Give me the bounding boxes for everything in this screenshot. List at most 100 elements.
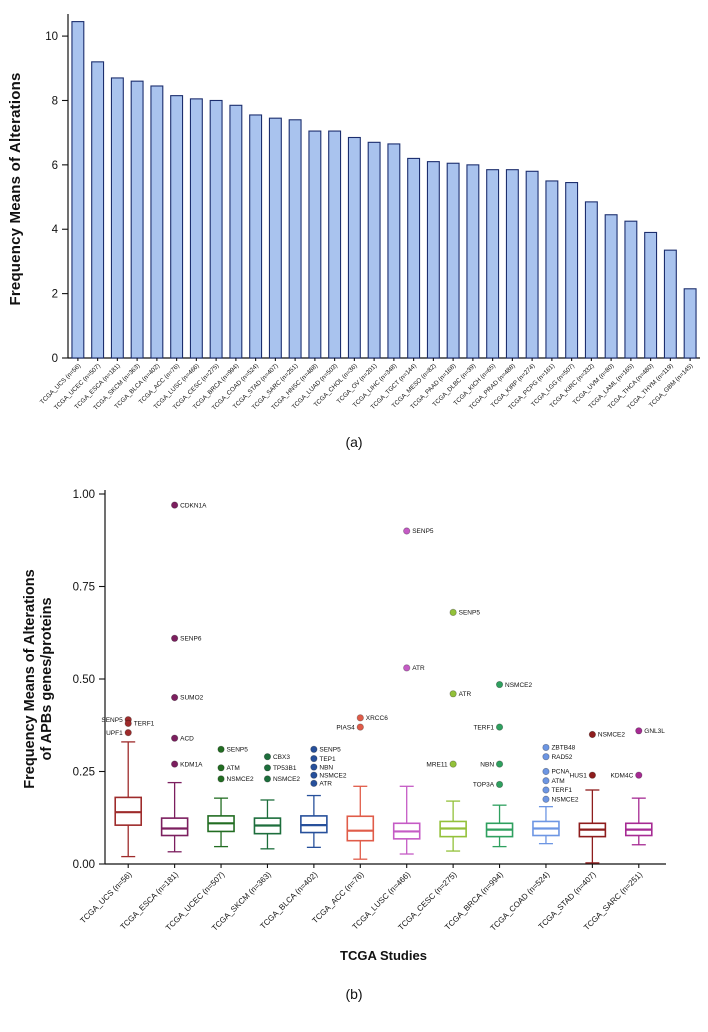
outlier-point xyxy=(171,501,179,509)
outlier-label: NSMCE2 xyxy=(505,682,532,689)
outlier-point xyxy=(542,743,550,752)
y-axis-title: Frequency Means of Alterations xyxy=(7,73,24,306)
outlier-label: ATR xyxy=(459,691,472,698)
x-axis-title: TCGA Studies xyxy=(340,948,427,963)
box xyxy=(160,817,189,837)
outlier-point xyxy=(356,714,364,722)
outlier-label: CBX3 xyxy=(273,754,290,761)
panel-b-caption: (b) xyxy=(345,986,363,1002)
outlier-label: MRE11 xyxy=(426,761,448,768)
outlier-label: SENP5 xyxy=(412,528,434,535)
outlier-point xyxy=(171,760,179,768)
outlier-label: TP53B1 xyxy=(273,765,297,772)
outlier-point xyxy=(495,680,504,689)
outlier-label: SENP5 xyxy=(319,747,341,754)
bar xyxy=(486,169,500,359)
outlier-point xyxy=(542,795,550,803)
box-group: SENP5 TERF1 UPF1 xyxy=(101,716,155,858)
bar xyxy=(189,98,203,359)
outlier-point xyxy=(217,764,225,772)
bar xyxy=(288,119,302,359)
outlier-label: NBN xyxy=(319,764,333,771)
outlier-label: NSMCE2 xyxy=(598,732,625,739)
outlier-point xyxy=(495,760,504,768)
outlier-label: PCNA xyxy=(551,769,570,776)
bar xyxy=(624,220,638,359)
outlier-point xyxy=(171,734,179,742)
outlier-point xyxy=(542,786,550,794)
bar xyxy=(150,85,164,359)
bar xyxy=(268,117,282,359)
box-group: NSMCE2 TERF1 NBN TOP3A xyxy=(473,680,533,848)
outlier-point xyxy=(403,527,411,535)
outlier-label: NSMCE2 xyxy=(273,776,300,783)
box-group: SENP5 ATM NSMCE2 xyxy=(207,745,254,848)
bar xyxy=(525,170,539,359)
box-group: XRCC6 PIAS4 xyxy=(336,714,388,860)
bar xyxy=(170,95,184,359)
outlier-point xyxy=(449,608,457,616)
bar xyxy=(584,201,598,359)
box-group: ZBTB48 RAD52 PCNA ATM TERF1 NSMCE2 xyxy=(532,743,579,845)
outlier-label: SENP6 xyxy=(180,636,202,643)
bar xyxy=(229,104,243,359)
outlier-label: HUS1 xyxy=(570,772,588,779)
outlier-label: SENP5 xyxy=(227,747,249,754)
box-group: SENP5 ATR xyxy=(392,527,434,855)
bar xyxy=(91,61,105,359)
outlier-label: UPF1 xyxy=(106,730,123,737)
bar xyxy=(249,114,263,359)
outlier-label: ZBTB48 xyxy=(551,745,575,752)
outlier-point xyxy=(217,745,225,753)
outlier-point xyxy=(310,771,318,779)
y-tick-label: 6 xyxy=(52,160,58,172)
outlier-point xyxy=(635,727,643,735)
outlier-label: KDM4C xyxy=(611,772,634,779)
y-tick-label: 8 xyxy=(52,95,58,107)
outlier-label: NBN xyxy=(480,761,494,768)
bar xyxy=(387,143,401,359)
outlier-point xyxy=(542,753,550,761)
outlier-point xyxy=(588,771,596,779)
outlier-label: CDKN1A xyxy=(180,502,207,509)
bar xyxy=(328,130,342,359)
panel-b: 0.00 0.25 0.50 0.75 1.00 SENP5 TERF1 UPF1 TCGA_U… xyxy=(0,472,708,1010)
outlier-label: TERF1 xyxy=(134,721,155,728)
bar xyxy=(130,80,144,359)
outlier-point xyxy=(310,763,318,771)
outlier-label: TERF1 xyxy=(551,787,572,794)
outlier-point xyxy=(263,764,272,772)
box-group: SENP5 ATR MRE11 xyxy=(426,608,481,852)
outlier-label: ATM xyxy=(227,765,240,772)
outlier-point xyxy=(263,753,272,761)
bar xyxy=(71,21,85,359)
outlier-label: NSMCE2 xyxy=(319,772,346,779)
outlier-label: SUMO2 xyxy=(180,695,204,702)
y-tick-label: 0.00 xyxy=(73,859,95,871)
outlier-point xyxy=(217,775,225,783)
bar xyxy=(407,157,421,359)
outlier-point xyxy=(449,690,457,698)
outlier-label: KDM1A xyxy=(180,761,203,768)
outlier-label: SENP5 xyxy=(459,610,481,617)
outlier-label: ATR xyxy=(319,781,332,788)
bar xyxy=(565,182,579,359)
outlier-point xyxy=(449,760,457,768)
outlier-label: NSMCE2 xyxy=(551,796,578,803)
outlier-label: ACD xyxy=(180,735,194,742)
bar xyxy=(110,77,124,359)
box-group: NSMCE2 HUS1 xyxy=(570,730,625,864)
bar xyxy=(466,164,480,359)
outlier-point xyxy=(635,771,643,779)
y-tick-label: 0.50 xyxy=(73,674,95,686)
bar xyxy=(308,130,322,359)
figure-page: 0 2 4 6 8 10 TCGA_UCS (n=56) TCGA_UCEC (n=507) T… xyxy=(0,14,708,1010)
y-tick-label: 10 xyxy=(45,31,58,43)
outlier-label: XRCC6 xyxy=(366,715,388,722)
box-plot-apbs-genes: 0.000.250.500.751.00SENP5TERF1UPF1TCGA_U… xyxy=(22,489,666,963)
bar xyxy=(545,180,559,359)
outlier-label: TERF1 xyxy=(473,724,494,731)
bar xyxy=(604,214,618,359)
